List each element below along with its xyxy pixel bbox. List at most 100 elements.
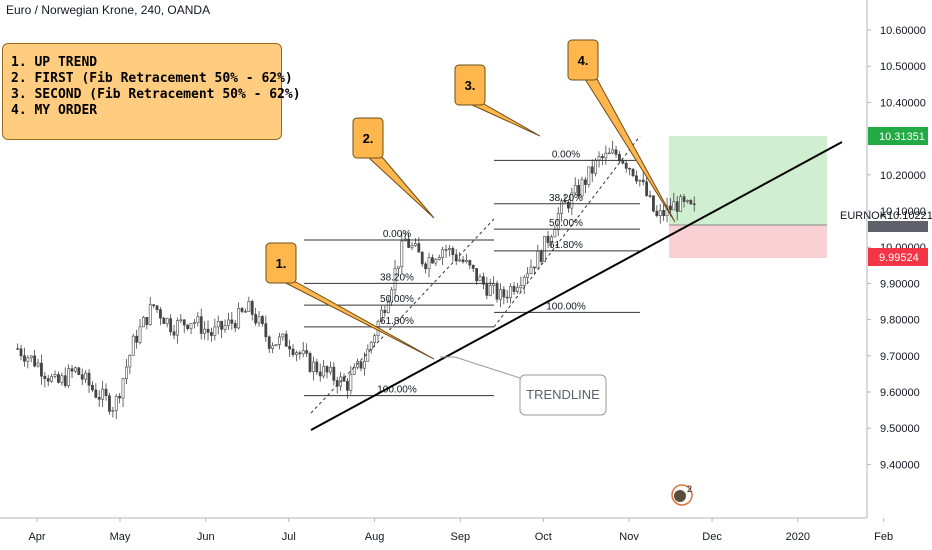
candle bbox=[203, 320, 207, 340]
candle bbox=[298, 350, 302, 360]
svg-text:2: 2 bbox=[687, 484, 692, 494]
chart-title: Euro / Norwegian Krone, 240, OANDA bbox=[6, 3, 211, 17]
time-tick-label: Jun bbox=[197, 531, 215, 543]
candle bbox=[567, 199, 570, 213]
callout-label-2: 2. bbox=[363, 131, 374, 146]
candle bbox=[495, 280, 499, 303]
candle bbox=[223, 319, 227, 333]
candle bbox=[546, 231, 550, 249]
trendline[interactable] bbox=[310, 141, 843, 431]
candle bbox=[87, 369, 91, 393]
candle bbox=[325, 365, 329, 379]
candle bbox=[512, 282, 516, 295]
note-line-2: 2. FIRST (Fib Retracement 50% - 62%) bbox=[11, 71, 293, 86]
candle bbox=[36, 358, 40, 368]
callout-1[interactable]: 1. bbox=[265, 242, 435, 360]
candle bbox=[631, 168, 635, 178]
candle bbox=[74, 366, 77, 374]
fib-level-label: 61.80% bbox=[380, 316, 414, 327]
note-line-3: 3. SECOND (Fib Retracement 50% - 62%) bbox=[11, 87, 301, 102]
candle bbox=[80, 368, 84, 386]
candle bbox=[97, 390, 101, 408]
trendline-label: TRENDLINE bbox=[526, 387, 600, 402]
callout-4[interactable]: 4. bbox=[567, 39, 676, 223]
candle bbox=[199, 308, 203, 340]
callout-2[interactable]: 2. bbox=[352, 117, 435, 219]
callout-label-3: 3. bbox=[465, 78, 476, 93]
callout-3[interactable]: 3. bbox=[454, 64, 541, 137]
candle bbox=[101, 380, 105, 408]
candle bbox=[672, 192, 676, 211]
candle bbox=[43, 372, 47, 388]
candle bbox=[305, 343, 309, 358]
candle bbox=[213, 318, 217, 341]
profit-zone[interactable] bbox=[669, 136, 827, 225]
candle bbox=[284, 330, 288, 347]
candle bbox=[291, 344, 295, 358]
tradingview-logo-icon[interactable]: 2 bbox=[671, 484, 693, 506]
candle bbox=[182, 319, 186, 333]
candle bbox=[468, 259, 472, 270]
candle bbox=[240, 306, 244, 314]
price-tick-label: 10.10000 bbox=[880, 206, 926, 218]
candle bbox=[274, 344, 278, 347]
candle bbox=[692, 196, 696, 212]
time-tick-label: Oct bbox=[535, 531, 552, 543]
fib-retracement-1[interactable]: 0.00% 38.20% 50.00% 61.80% 100.00% bbox=[304, 218, 495, 414]
candle bbox=[152, 304, 156, 309]
candle bbox=[40, 354, 43, 385]
candle bbox=[237, 302, 241, 330]
candle bbox=[485, 277, 489, 300]
candle bbox=[91, 381, 94, 393]
price-tick-label: 10.40000 bbox=[880, 97, 926, 109]
candle bbox=[492, 276, 496, 295]
trendline-label-box[interactable] bbox=[519, 374, 607, 416]
time-axis[interactable]: Apr May Jun Jul Aug Sep Oct Nov Dec 2020 Feb bbox=[28, 518, 893, 543]
current-price-label: 10.10221 bbox=[887, 210, 932, 222]
fib-retracement-2[interactable]: 0.00% 38.20% 50.00% 61.80% 100.00% bbox=[493, 135, 641, 328]
candle bbox=[607, 147, 611, 155]
candle bbox=[77, 366, 81, 376]
candle bbox=[193, 319, 196, 329]
candle bbox=[550, 234, 553, 247]
candle bbox=[165, 317, 169, 328]
fib-level-label: 50.00% bbox=[380, 294, 414, 305]
candle bbox=[597, 151, 601, 168]
candle bbox=[444, 244, 448, 258]
candle bbox=[624, 160, 628, 173]
fib-level-label: 100.00% bbox=[377, 385, 417, 396]
candle bbox=[114, 393, 118, 420]
candle bbox=[471, 264, 475, 273]
price-tick-label: 10.50000 bbox=[880, 61, 926, 73]
candle bbox=[329, 361, 332, 376]
loss-zone[interactable] bbox=[669, 225, 827, 258]
price-tick-label: 9.50000 bbox=[880, 423, 920, 435]
candle bbox=[675, 195, 679, 221]
candle bbox=[16, 343, 20, 350]
time-tick-label: Feb bbox=[874, 531, 893, 543]
candle bbox=[499, 283, 502, 308]
notes-box[interactable]: 1. UP TREND 2. FIRST (Fib Retracement 50… bbox=[2, 43, 301, 140]
time-tick-label: Sep bbox=[451, 531, 471, 543]
candle bbox=[635, 170, 638, 185]
candle bbox=[529, 259, 533, 275]
candle bbox=[271, 342, 275, 354]
note-line-4: 4. MY ORDER bbox=[11, 103, 98, 118]
candle bbox=[230, 311, 234, 330]
candle bbox=[556, 207, 560, 237]
candle bbox=[53, 370, 57, 379]
candle bbox=[431, 254, 434, 264]
candle bbox=[63, 367, 67, 388]
candle bbox=[383, 305, 387, 317]
callout-label-4: 4. bbox=[578, 53, 589, 68]
candle bbox=[352, 363, 356, 376]
candle bbox=[220, 320, 224, 339]
candle bbox=[638, 179, 642, 187]
candle bbox=[611, 140, 615, 155]
candle bbox=[148, 297, 152, 326]
candle bbox=[658, 203, 662, 224]
candle bbox=[46, 374, 50, 387]
candle bbox=[233, 320, 237, 333]
